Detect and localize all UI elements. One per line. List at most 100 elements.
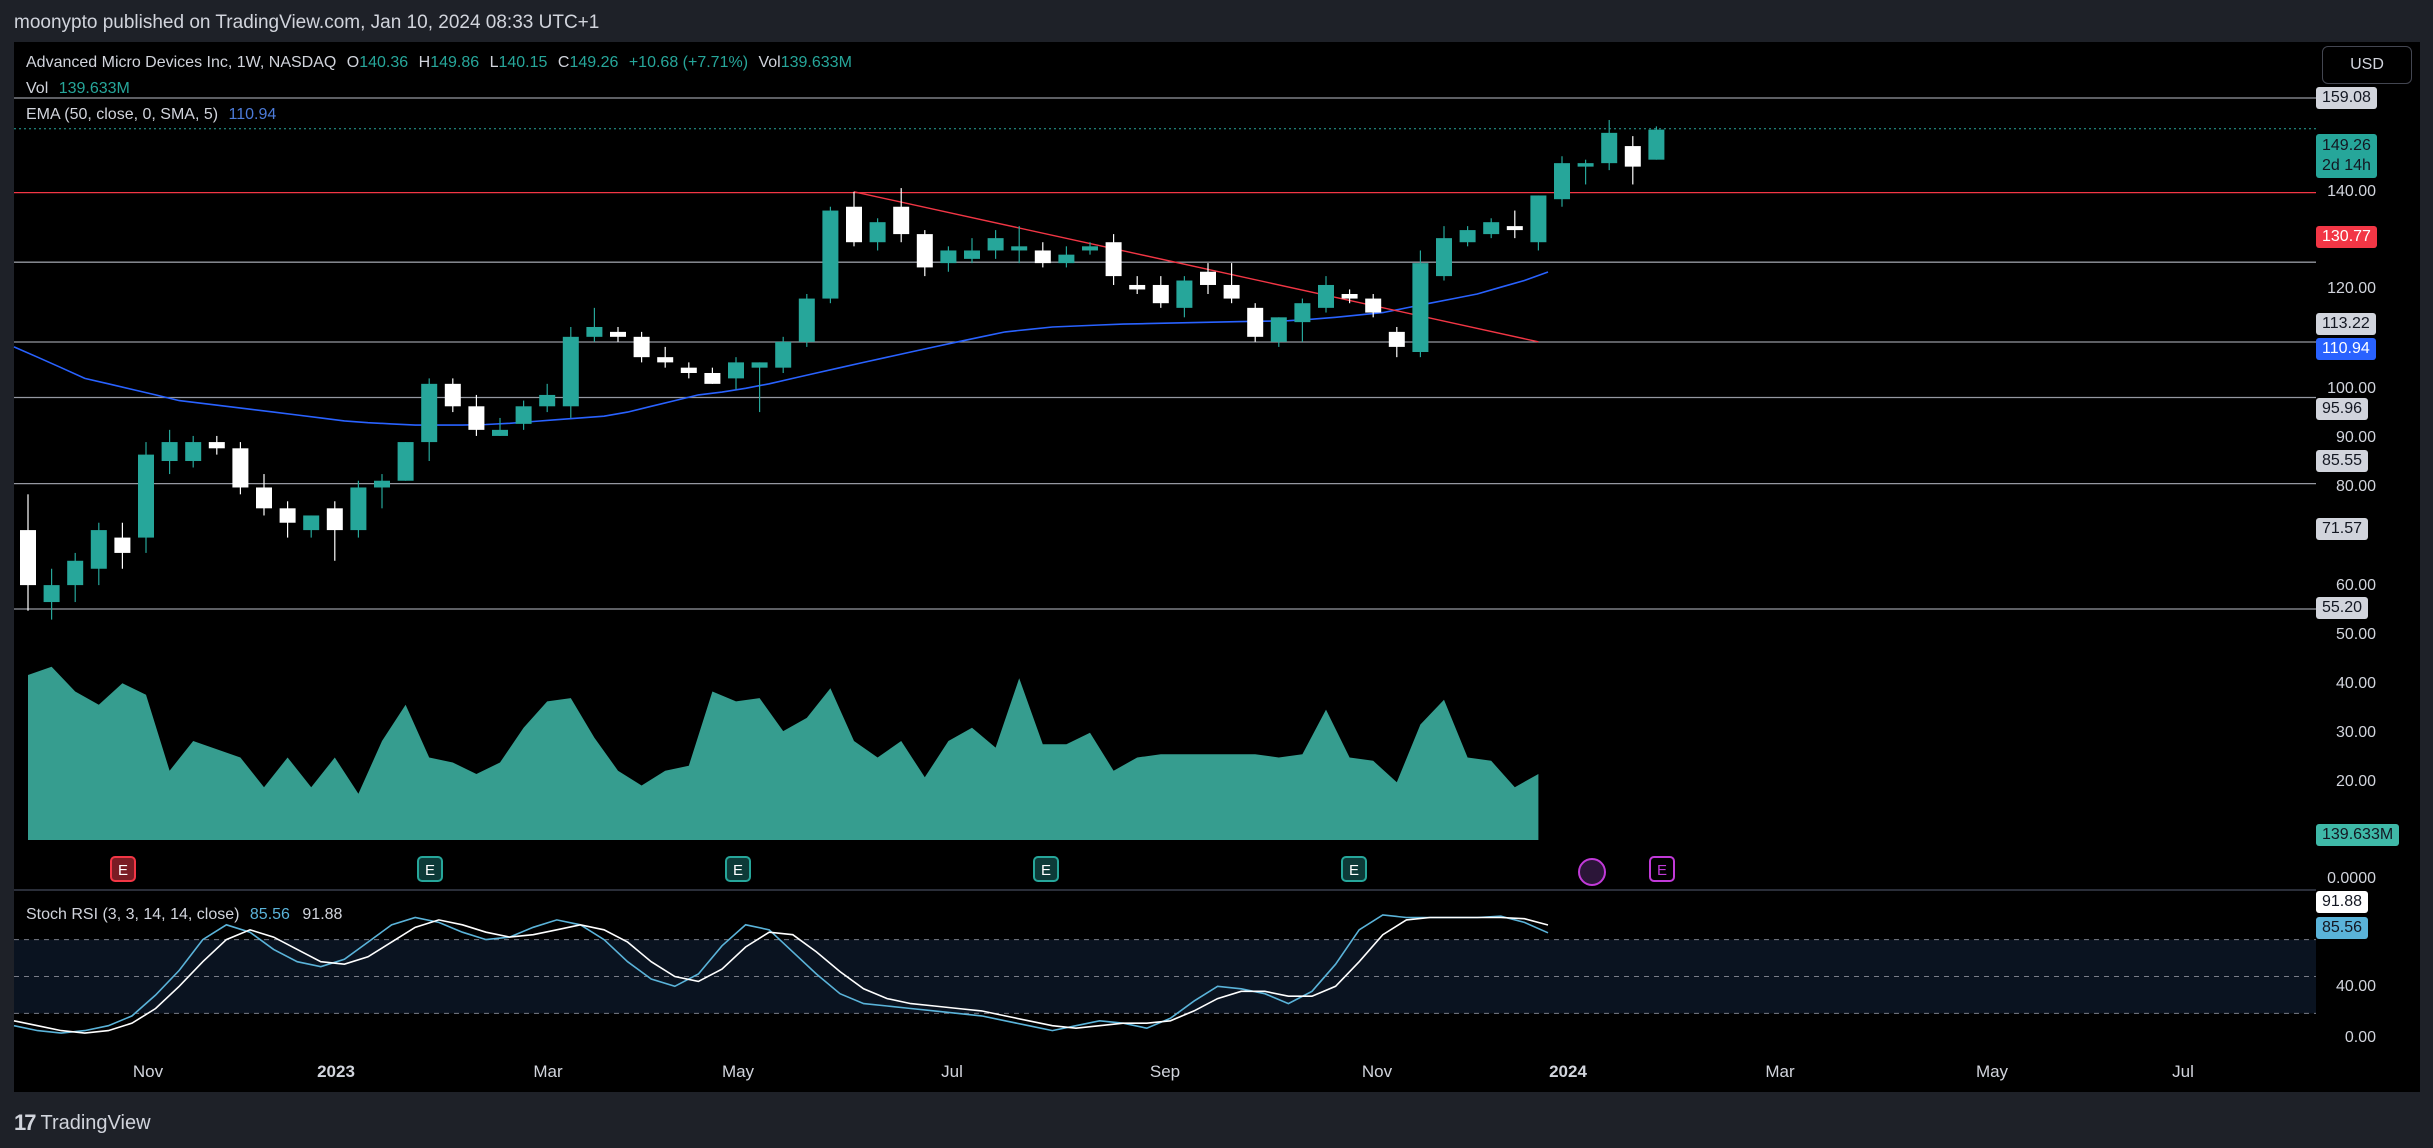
candle-body: [1223, 284, 1240, 299]
candle-body: [846, 206, 862, 243]
candle-body: [67, 560, 84, 586]
candle-body: [1318, 284, 1334, 308]
candle-body: [893, 206, 910, 235]
candle-body: [1388, 331, 1405, 347]
price-tick: 40.00: [2335, 675, 2376, 692]
earnings-marker-box[interactable]: [725, 856, 751, 882]
resistance-label[interactable]: 130.77: [2316, 226, 2377, 248]
low-value: 140.15: [498, 54, 548, 71]
candle-body: [1034, 250, 1051, 264]
candle-body: [1365, 298, 1382, 313]
stoch-k-label[interactable]: 85.56: [2316, 917, 2369, 939]
time-tick: Nov: [132, 1062, 164, 1081]
candle-body: [1247, 307, 1264, 337]
candle-body: [161, 442, 178, 462]
price-tick: 60.00: [2335, 577, 2376, 594]
candle-body: [610, 331, 626, 337]
candle-body: [492, 429, 508, 436]
candle-body: [633, 336, 650, 358]
candle-body: [43, 585, 60, 603]
volume-row-value: 139.633M: [58, 80, 130, 97]
candle-body: [1176, 280, 1193, 308]
stoch-k-line: [13, 914, 1549, 1034]
ema-value: 110.94: [228, 106, 277, 123]
level-label[interactable]: 55.20: [2316, 597, 2369, 619]
bar-countdown: 2d 14h: [2322, 157, 2371, 174]
earnings-marker-box[interactable]: [1341, 856, 1367, 882]
time-tick: Nov: [1361, 1062, 1393, 1081]
earnings-marker-box[interactable]: [110, 856, 136, 882]
ema-line: [13, 271, 1549, 426]
earnings-marker-label: E: [425, 862, 435, 879]
level-label[interactable]: 85.55: [2316, 450, 2369, 472]
earnings-marker-label: E: [733, 862, 743, 879]
earnings-marker: E: [1033, 856, 1059, 882]
ema-label: EMA (50, close, 0, SMA, 5): [26, 106, 219, 123]
earnings-marker-box[interactable]: [1033, 856, 1059, 882]
candle-body: [468, 406, 485, 430]
high-value: 149.86: [430, 54, 480, 71]
candle-body: [208, 442, 225, 449]
volume-legend: Vol 139.633M: [26, 80, 130, 98]
tradingview-logo[interactable]: 17 TradingView: [14, 1110, 151, 1136]
earnings-marker-label: E: [1041, 862, 1051, 879]
candle-body: [1270, 317, 1287, 342]
candle-body: [1341, 293, 1358, 299]
candle-body: [326, 508, 343, 531]
close-label: C: [557, 54, 570, 71]
earnings-marker: E: [1649, 856, 1675, 882]
candle-body: [279, 508, 296, 523]
level-label[interactable]: 113.22: [2316, 313, 2376, 335]
price-tick: 90.00: [2335, 429, 2376, 446]
candle-body: [916, 234, 933, 268]
earnings-marker-label: E: [1349, 862, 1359, 879]
top-bar: moonypto published on TradingView.com, J…: [0, 0, 2433, 42]
candle-body: [515, 406, 532, 424]
earnings-marker-label: E: [118, 862, 128, 879]
candle-body: [1082, 246, 1098, 251]
earnings-marker: E: [417, 856, 443, 882]
ema-price-label[interactable]: 110.94: [2316, 338, 2376, 360]
candle-body: [964, 250, 980, 259]
candle-body: [20, 530, 36, 586]
stoch-d-label[interactable]: 91.88: [2316, 891, 2369, 913]
volume-value: 139.633M: [780, 54, 852, 71]
volume-price-label[interactable]: 139.633M: [2316, 824, 2400, 846]
candle-body: [1459, 230, 1476, 243]
currency-button[interactable]: USD: [2322, 46, 2412, 84]
candle-body: [869, 222, 886, 243]
level-label[interactable]: 159.08: [2316, 87, 2377, 109]
candle-body: [562, 336, 579, 407]
candle-body: [185, 442, 202, 462]
time-tick: 2023: [317, 1062, 355, 1081]
candle-body: [1624, 146, 1641, 167]
price-tick: 120.00: [2327, 280, 2376, 297]
candle-body: [657, 357, 674, 363]
stoch-k-value: 85.56: [249, 906, 290, 923]
earnings-marker-label: E: [1657, 862, 1667, 879]
earnings-marker-box[interactable]: [417, 856, 443, 882]
trendline: [853, 191, 1539, 343]
time-tick: May: [1975, 1062, 2009, 1081]
high-label: H: [418, 54, 431, 71]
earnings-marker-box[interactable]: [1649, 856, 1675, 882]
candle-body: [397, 442, 414, 481]
ema-legend[interactable]: EMA (50, close, 0, SMA, 5) 110.94: [26, 106, 276, 124]
stoch-legend[interactable]: Stoch RSI (3, 3, 14, 14, close) 85.56 91…: [26, 906, 342, 924]
brand-name: TradingView: [40, 1111, 151, 1134]
candle-body: [539, 394, 556, 407]
candle-body: [350, 487, 367, 531]
candle-body: [1152, 284, 1169, 304]
last-price-value: 149.26: [2322, 137, 2371, 154]
last-price-label[interactable]: 149.26 2d 14h: [2316, 134, 2377, 178]
volume-label: Vol: [758, 54, 781, 71]
candle-body: [138, 454, 154, 538]
candle-body: [256, 487, 272, 509]
level-label[interactable]: 71.57: [2316, 518, 2369, 540]
candle-body: [586, 326, 603, 337]
close-value: 149.26: [569, 54, 619, 71]
level-label[interactable]: 95.96: [2316, 398, 2369, 420]
candle-body: [822, 210, 839, 299]
stoch-d-value: 91.88: [302, 906, 343, 923]
